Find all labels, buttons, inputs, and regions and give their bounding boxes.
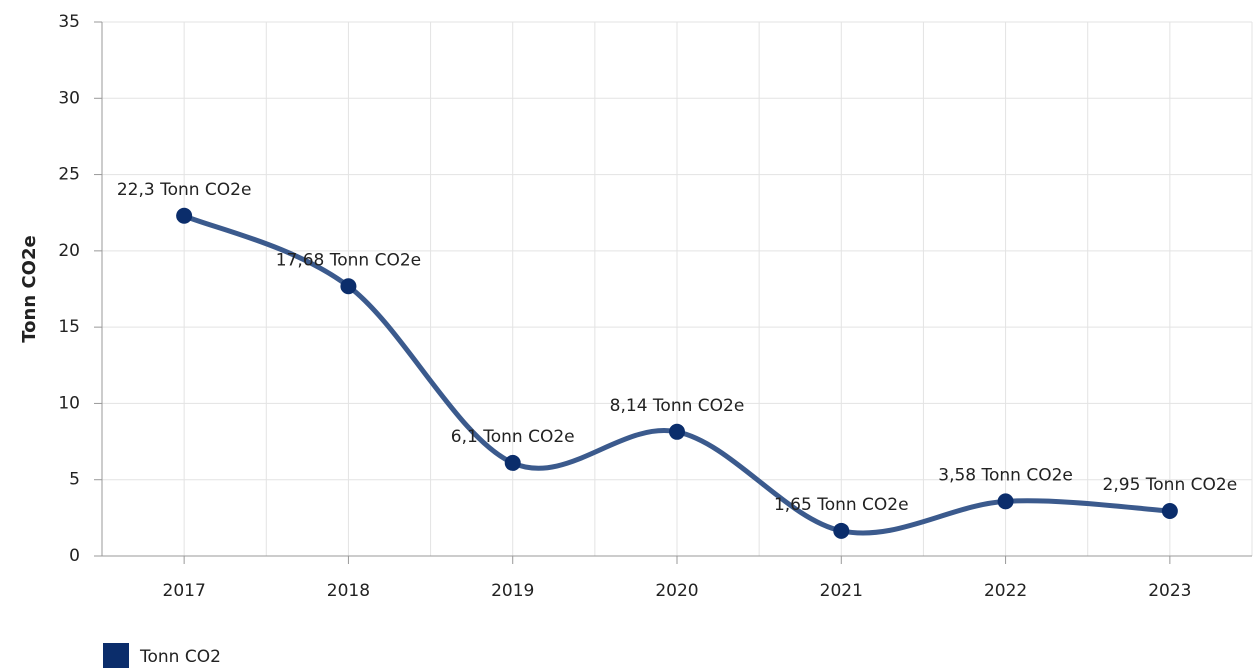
x-tick-label: 2022 <box>984 581 1027 601</box>
point <box>997 493 1014 510</box>
x-tick-label: 2020 <box>655 581 698 601</box>
x-tick-label: 2023 <box>1148 581 1191 601</box>
legend-label: Tonn CO2 <box>139 647 221 667</box>
data-label: 17,68 Tonn CO2e <box>276 250 421 270</box>
y-tick-label: 25 <box>58 165 80 185</box>
x-tick-label: 2021 <box>820 581 863 601</box>
y-tick-label: 35 <box>58 12 80 32</box>
point <box>504 454 521 471</box>
x-tick-label: 2019 <box>491 581 534 601</box>
y-tick-label: 0 <box>69 546 80 566</box>
y-tick-label: 15 <box>58 317 80 337</box>
legend-swatch <box>103 643 129 668</box>
x-tick-label: 2017 <box>163 581 206 601</box>
data-label: 8,14 Tonn CO2e <box>610 396 745 416</box>
point <box>176 207 193 224</box>
y-tick-label: 30 <box>58 88 80 108</box>
data-label: 6,1 Tonn CO2e <box>451 427 575 447</box>
point <box>833 522 850 539</box>
y-axis-title: Tonn CO2e <box>19 235 40 342</box>
y-tick-label: 10 <box>58 393 80 413</box>
point <box>1161 502 1178 519</box>
y-tick-label: 5 <box>69 470 80 490</box>
point <box>340 278 357 295</box>
data-label: 22,3 Tonn CO2e <box>117 180 252 200</box>
x-tick-label: 2018 <box>327 581 370 601</box>
point <box>669 423 685 440</box>
data-label: 2,95 Tonn CO2e <box>1103 475 1238 495</box>
data-label: 3,58 Tonn CO2e <box>938 465 1073 485</box>
y-tick-label: 20 <box>58 241 80 261</box>
data-label: 1,65 Tonn CO2e <box>774 495 909 515</box>
